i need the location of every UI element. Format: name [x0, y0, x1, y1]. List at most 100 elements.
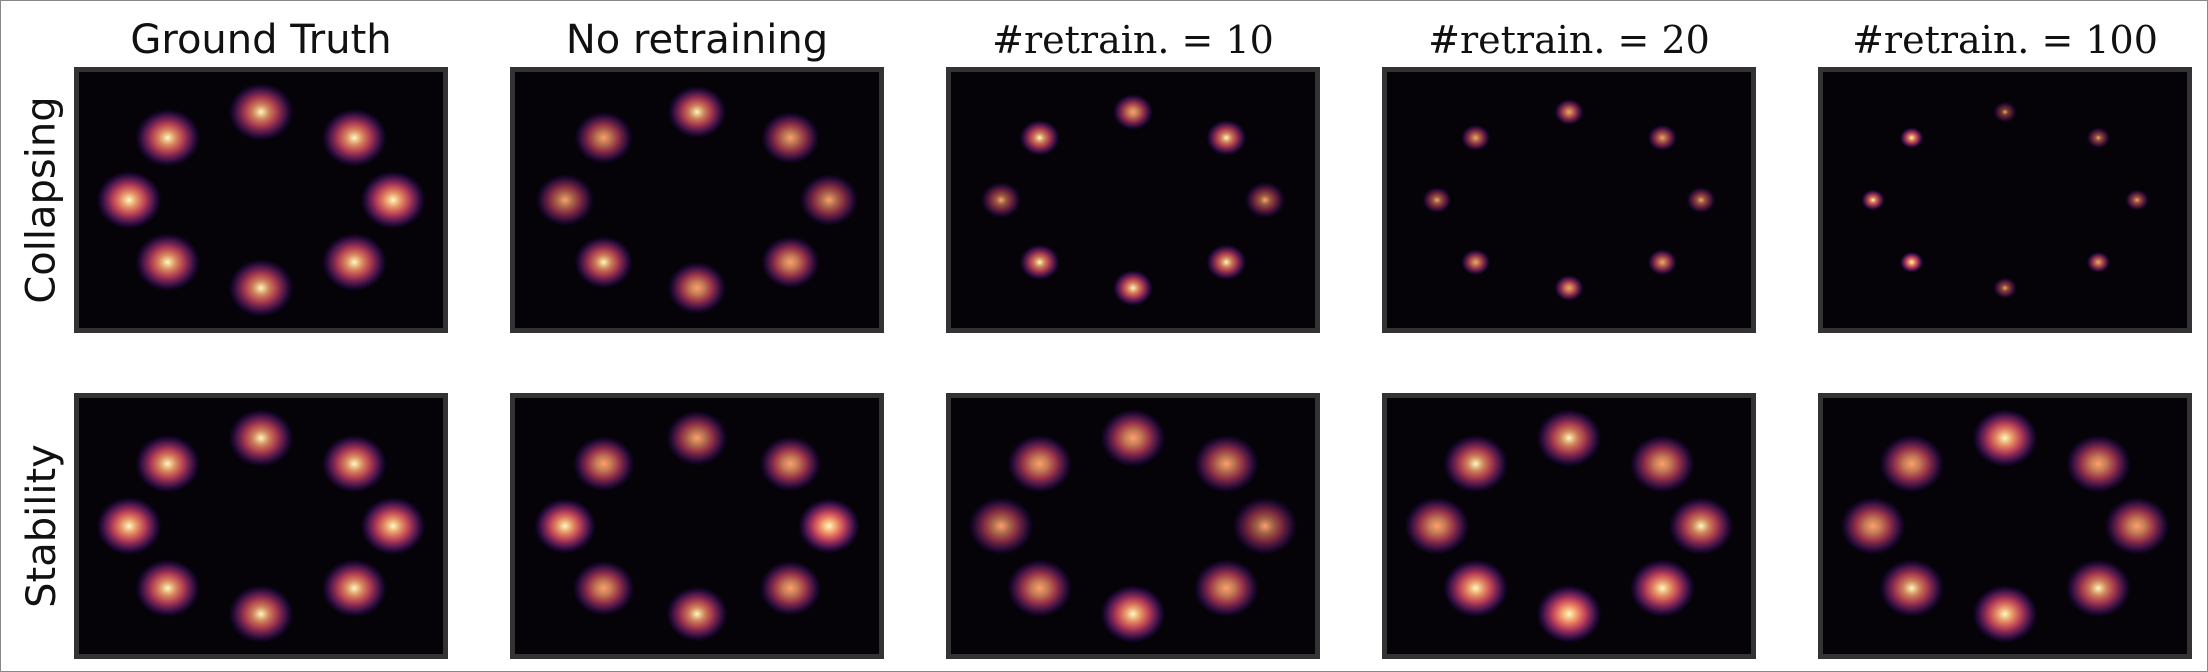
- gaussian-mode-8: [1878, 558, 1946, 619]
- density-panel-r2-c5: [1818, 393, 2192, 659]
- density-panel-r1-c3: [946, 67, 1320, 333]
- gaussian-mode-4: [1628, 433, 1696, 494]
- gaussian-mode-4: [2064, 433, 2132, 494]
- density-plot: [1823, 398, 2187, 654]
- gaussian-mode-4: [320, 107, 388, 168]
- gaussian-mode-3: [1553, 98, 1585, 126]
- gaussian-mode-8: [1442, 558, 1510, 619]
- gaussian-mode-3: [666, 85, 728, 139]
- gaussian-mode-4: [1205, 119, 1248, 157]
- row-label-collapsing: Collapsing: [19, 67, 65, 333]
- gaussian-mode-7: [666, 261, 728, 315]
- gaussian-mode-3: [1971, 408, 2039, 468]
- density-plot: [515, 72, 879, 328]
- gaussian-mode-1: [1860, 189, 1886, 211]
- gaussian-mode-5: [1667, 496, 1735, 556]
- density-plot: [1387, 398, 1751, 654]
- density-panel-r1-c4: [1382, 67, 1756, 333]
- gaussian-mode-8: [1018, 243, 1061, 281]
- column-title-5: #retrain. = 100: [1852, 18, 2158, 62]
- density-panel-r1-c5: [1818, 67, 2192, 333]
- column-title-1: Ground Truth: [130, 17, 392, 63]
- gaussian-mode-8: [134, 232, 202, 293]
- gaussian-mode-1: [95, 170, 163, 230]
- gaussian-mode-8: [573, 235, 634, 290]
- gaussian-mode-7: [227, 584, 295, 644]
- gaussian-mode-8: [1006, 558, 1074, 619]
- gaussian-mode-5: [1685, 186, 1717, 214]
- gaussian-mode-2: [1006, 433, 1074, 494]
- gaussian-mode-3: [1112, 93, 1154, 131]
- gaussian-mode-6: [320, 232, 388, 293]
- density-plot: [1387, 72, 1751, 328]
- row-label-text: Collapsing: [19, 96, 66, 304]
- row-label-stability: Stability: [19, 393, 65, 659]
- gaussian-mode-1: [534, 173, 596, 227]
- gaussian-mode-5: [2103, 496, 2171, 556]
- gaussian-mode-6: [320, 558, 388, 619]
- gaussian-mode-7: [1099, 584, 1167, 644]
- row-label-text: Stability: [19, 444, 66, 608]
- gaussian-mode-2: [1018, 119, 1061, 157]
- gaussian-mode-7: [1992, 277, 2018, 299]
- column-title-2: No retraining: [565, 17, 829, 63]
- gaussian-mode-7: [1535, 584, 1603, 644]
- gaussian-mode-6: [760, 235, 821, 290]
- gaussian-mode-6: [758, 559, 823, 617]
- gaussian-mode-8: [571, 559, 636, 617]
- gaussian-mode-2: [134, 433, 202, 494]
- gaussian-mode-2: [134, 107, 202, 168]
- gaussian-mode-2: [1899, 126, 1924, 149]
- density-panel-r2-c1: [74, 393, 448, 659]
- column-title-4: #retrain. = 20: [1428, 18, 1710, 62]
- gaussian-mode-1: [1839, 496, 1907, 556]
- gaussian-mode-5: [798, 173, 860, 227]
- column-title-3: #retrain. = 10: [992, 18, 1274, 62]
- gaussian-mode-5: [1244, 181, 1286, 219]
- gaussian-mode-6: [1205, 243, 1248, 281]
- density-panel-r2-c3: [946, 393, 1320, 659]
- gaussian-mode-7: [227, 258, 295, 318]
- gaussian-mode-6: [1628, 558, 1696, 619]
- gaussian-mode-7: [1112, 269, 1154, 307]
- density-plot: [1823, 72, 2187, 328]
- gaussian-mode-4: [2086, 126, 2111, 149]
- gaussian-mode-3: [665, 409, 729, 467]
- gaussian-mode-1: [533, 497, 597, 555]
- gaussian-mode-4: [1647, 124, 1678, 152]
- gaussian-mode-2: [1460, 124, 1491, 152]
- density-panel-r2-c4: [1382, 393, 1756, 659]
- gaussian-mode-2: [1878, 433, 1946, 494]
- gaussian-mode-1: [967, 496, 1035, 556]
- density-plot: [79, 72, 443, 328]
- gaussian-mode-3: [1099, 408, 1167, 468]
- gaussian-mode-8: [1899, 251, 1924, 274]
- gaussian-mode-1: [1421, 186, 1453, 214]
- gaussian-mode-2: [571, 435, 636, 493]
- gaussian-mode-7: [665, 585, 729, 643]
- gaussian-mode-5: [359, 170, 427, 230]
- density-panel-r1-c2: [510, 67, 884, 333]
- density-plot: [515, 398, 879, 654]
- gaussian-mode-6: [1647, 248, 1678, 276]
- density-panel-r2-c2: [510, 393, 884, 659]
- gaussian-mode-4: [760, 110, 821, 165]
- density-plot: [951, 398, 1315, 654]
- gaussian-mode-6: [2064, 558, 2132, 619]
- gaussian-mode-6: [2086, 251, 2111, 274]
- density-plot: [79, 398, 443, 654]
- gaussian-mode-4: [758, 435, 823, 493]
- density-plot: [951, 72, 1315, 328]
- gaussian-mode-8: [134, 558, 202, 619]
- gaussian-mode-1: [1403, 496, 1471, 556]
- gaussian-mode-1: [95, 496, 163, 556]
- gaussian-mode-4: [1192, 433, 1260, 494]
- gaussian-mode-5: [797, 497, 861, 555]
- gaussian-mode-5: [2124, 189, 2150, 211]
- gaussian-mode-3: [227, 82, 295, 142]
- gaussian-mode-3: [1992, 101, 2018, 123]
- gaussian-mode-7: [1971, 584, 2039, 644]
- gaussian-mode-3: [1535, 408, 1603, 468]
- gaussian-mode-8: [1460, 248, 1491, 276]
